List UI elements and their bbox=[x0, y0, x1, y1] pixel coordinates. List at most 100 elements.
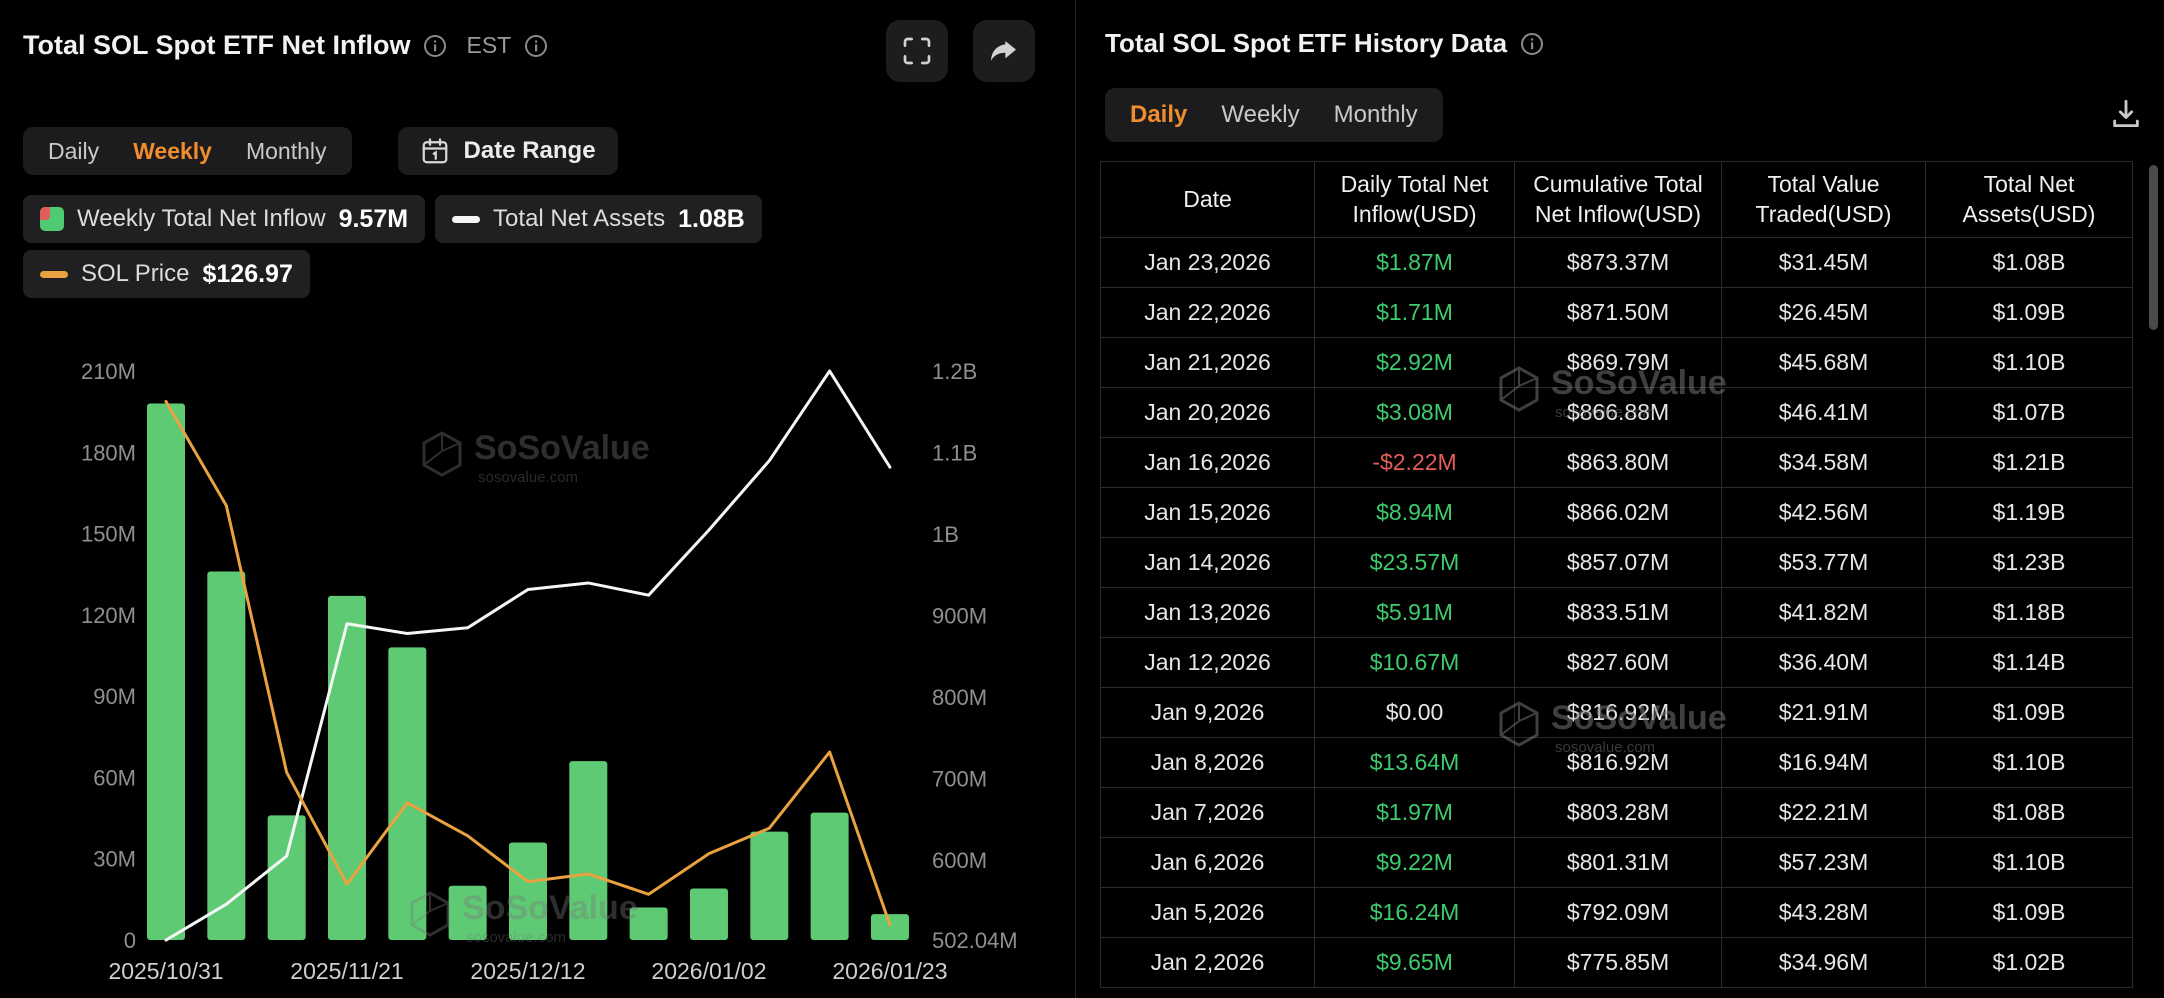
traded-cell: $16.94M bbox=[1721, 737, 1926, 788]
tab-daily[interactable]: Daily bbox=[1130, 101, 1188, 128]
tab-weekly[interactable]: Weekly bbox=[1221, 101, 1300, 128]
right-axis-tick: 1.1B bbox=[932, 441, 977, 466]
left-axis-tick: 180M bbox=[81, 440, 136, 465]
est-info-icon[interactable] bbox=[524, 34, 548, 58]
history-data-panel: Total SOL Spot ETF History Data Daily Wee… bbox=[1076, 0, 2164, 998]
x-axis-tick: 2026/01/02 bbox=[651, 958, 766, 984]
inflow-bar[interactable] bbox=[750, 831, 789, 940]
inflow-bar[interactable] bbox=[689, 888, 728, 940]
table-row: Jan 21,2026 $2.92M $869.79M $45.68M $1.10B bbox=[1100, 337, 2133, 388]
column-header: Daily Total Net Inflow(USD) bbox=[1314, 161, 1515, 238]
share-button[interactable] bbox=[973, 20, 1035, 82]
inflow-bar[interactable] bbox=[147, 403, 185, 940]
assets-cell: $1.19B bbox=[1925, 487, 2133, 538]
table-row: Jan 14,2026 $23.57M $857.07M $53.77M $1.23B bbox=[1100, 537, 2133, 588]
panel-divider bbox=[1075, 0, 1076, 998]
table-row: Jan 7,2026 $1.97M $803.28M $22.21M $1.08B bbox=[1100, 787, 2133, 838]
legend-chip-total-net-assets[interactable]: Total Net Assets 1.08B bbox=[435, 195, 762, 243]
table-row: Jan 2,2026 $9.65M $775.85M $34.96M $1.02B bbox=[1100, 937, 2133, 988]
tab-weekly[interactable]: Weekly bbox=[133, 138, 212, 164]
table-row: Jan 6,2026 $9.22M $801.31M $57.23M $1.10B bbox=[1100, 837, 2133, 888]
tab-monthly[interactable]: Monthly bbox=[245, 138, 327, 164]
cumulative-cell: $816.92M bbox=[1514, 687, 1722, 738]
inflow-cell: $1.97M bbox=[1314, 787, 1515, 838]
inflow-bar[interactable] bbox=[569, 761, 608, 940]
inflow-bar[interactable] bbox=[870, 914, 909, 940]
calendar-icon bbox=[422, 138, 447, 164]
date-cell: Jan 14,2026 bbox=[1100, 537, 1315, 588]
line-white-swatch-icon bbox=[452, 215, 481, 223]
column-header: Total Value Traded(USD) bbox=[1721, 161, 1926, 238]
table-scrollbar[interactable] bbox=[2149, 165, 2158, 330]
x-axis-tick: 2025/12/12 bbox=[470, 958, 585, 984]
cumulative-cell: $871.50M bbox=[1514, 287, 1722, 338]
table-row: Jan 23,2026 $1.87M $873.37M $31.45M $1.08B bbox=[1100, 237, 2133, 288]
date-cell: Jan 13,2026 bbox=[1100, 587, 1315, 638]
net-inflow-chart[interactable]: 0 30M 60M 90M 120M 150M 180M 210M 502.04M 600M 700… bbox=[0, 345, 1075, 998]
traded-cell: $26.45M bbox=[1721, 287, 1926, 338]
left-axis-tick: 120M bbox=[81, 603, 136, 628]
inflow-cell: $0.00 bbox=[1314, 687, 1515, 738]
date-cell: Jan 20,2026 bbox=[1100, 387, 1315, 438]
history-info-icon[interactable] bbox=[1520, 32, 1544, 56]
right-axis-tick: 1.2B bbox=[932, 359, 977, 384]
cumulative-cell: $816.92M bbox=[1514, 737, 1722, 788]
table-row: Jan 22,2026 $1.71M $871.50M $26.45M $1.09B bbox=[1100, 287, 2133, 338]
date-cell: Jan 15,2026 bbox=[1100, 487, 1315, 538]
traded-cell: $42.56M bbox=[1721, 487, 1926, 538]
inflow-cell: $9.22M bbox=[1314, 837, 1515, 888]
table-row: Jan 12,2026 $10.67M $827.60M $36.40M $1.14B bbox=[1100, 637, 2133, 688]
traded-cell: $53.77M bbox=[1721, 537, 1926, 588]
inflow-cell: $3.08M bbox=[1314, 387, 1515, 438]
assets-cell: $1.09B bbox=[1925, 287, 2133, 338]
history-table-body: Jan 23,2026 $1.87M $873.37M $31.45M $1.08B Ja… bbox=[1100, 237, 2133, 988]
cumulative-cell: $866.88M bbox=[1514, 387, 1722, 438]
x-axis-tick: 2025/11/21 bbox=[290, 958, 403, 984]
inflow-bar[interactable] bbox=[207, 571, 246, 940]
date-range-button[interactable]: Date Range bbox=[397, 127, 618, 175]
assets-cell: $1.08B bbox=[1925, 237, 2133, 288]
assets-cell: $1.10B bbox=[1925, 737, 2133, 788]
download-icon bbox=[2113, 99, 2139, 128]
cumulative-cell: $833.51M bbox=[1514, 587, 1722, 638]
assets-cell: $1.07B bbox=[1925, 387, 2133, 438]
inflow-bar[interactable] bbox=[629, 907, 668, 940]
date-cell: Jan 12,2026 bbox=[1100, 637, 1315, 688]
inflow-bar[interactable] bbox=[388, 647, 427, 940]
date-cell: Jan 7,2026 bbox=[1100, 787, 1315, 838]
traded-cell: $36.40M bbox=[1721, 637, 1926, 688]
inflow-bar[interactable] bbox=[448, 885, 487, 940]
download-button[interactable] bbox=[2104, 92, 2148, 136]
inflow-bar[interactable] bbox=[810, 812, 849, 940]
legend-label: Weekly Total Net Inflow bbox=[77, 205, 326, 232]
left-axis-tick: 210M bbox=[81, 359, 136, 384]
net-inflow-panel: Total SOL Spot ETF Net Inflow EST Daily W… bbox=[0, 0, 1075, 998]
legend-chip-sol-price[interactable]: SOL Price $126.97 bbox=[23, 250, 310, 298]
title-info-icon[interactable] bbox=[423, 34, 447, 58]
legend-value: 1.08B bbox=[678, 204, 745, 233]
inflow-cell: $16.24M bbox=[1314, 887, 1515, 938]
right-axis-tick: 600M bbox=[932, 848, 987, 873]
inflow-cell: $13.64M bbox=[1314, 737, 1515, 788]
assets-cell: $1.10B bbox=[1925, 837, 2133, 888]
inflow-bar[interactable] bbox=[267, 815, 306, 940]
net-inflow-header: Total SOL Spot ETF Net Inflow EST bbox=[23, 30, 548, 61]
net-assets-line bbox=[164, 369, 892, 942]
assets-cell: $1.10B bbox=[1925, 337, 2133, 388]
traded-cell: $21.91M bbox=[1721, 687, 1926, 738]
tab-daily[interactable]: Daily bbox=[48, 138, 100, 164]
date-cell: Jan 2,2026 bbox=[1100, 937, 1315, 988]
table-row: Jan 15,2026 $8.94M $866.02M $42.56M $1.19B bbox=[1100, 487, 2133, 538]
inflow-bar[interactable] bbox=[508, 842, 547, 940]
fullscreen-button[interactable] bbox=[886, 20, 948, 82]
tab-monthly[interactable]: Monthly bbox=[1333, 101, 1418, 128]
cumulative-cell: $801.31M bbox=[1514, 837, 1722, 888]
inflow-cell: $23.57M bbox=[1314, 537, 1515, 588]
date-cell: Jan 6,2026 bbox=[1100, 837, 1315, 888]
traded-cell: $34.96M bbox=[1721, 937, 1926, 988]
legend-chip-weekly-total-net-inflow[interactable]: Weekly Total Net Inflow 9.57M bbox=[23, 195, 426, 243]
inflow-bar[interactable] bbox=[327, 595, 366, 940]
table-row: Jan 5,2026 $16.24M $792.09M $43.28M $1.09B bbox=[1100, 887, 2133, 938]
cumulative-cell: $863.80M bbox=[1514, 437, 1722, 488]
page-title: Total SOL Spot ETF Net Inflow bbox=[23, 30, 411, 60]
